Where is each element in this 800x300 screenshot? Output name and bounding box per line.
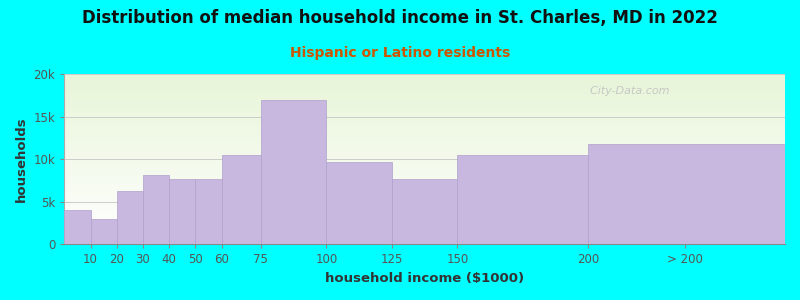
Bar xyxy=(117,191,143,244)
Bar xyxy=(195,179,222,244)
Bar xyxy=(64,210,90,244)
Bar xyxy=(458,155,589,244)
Bar xyxy=(90,219,117,244)
Y-axis label: households: households xyxy=(15,116,28,202)
Bar xyxy=(143,176,169,244)
Bar xyxy=(169,179,195,244)
X-axis label: household income ($1000): household income ($1000) xyxy=(325,272,524,285)
Text: Distribution of median household income in St. Charles, MD in 2022: Distribution of median household income … xyxy=(82,9,718,27)
Bar xyxy=(392,179,458,244)
Text: Hispanic or Latino residents: Hispanic or Latino residents xyxy=(290,46,510,61)
Bar xyxy=(589,144,785,244)
Text: City-Data.com: City-Data.com xyxy=(583,86,670,96)
Bar xyxy=(222,155,261,244)
Bar xyxy=(261,100,326,244)
Bar xyxy=(326,162,392,244)
